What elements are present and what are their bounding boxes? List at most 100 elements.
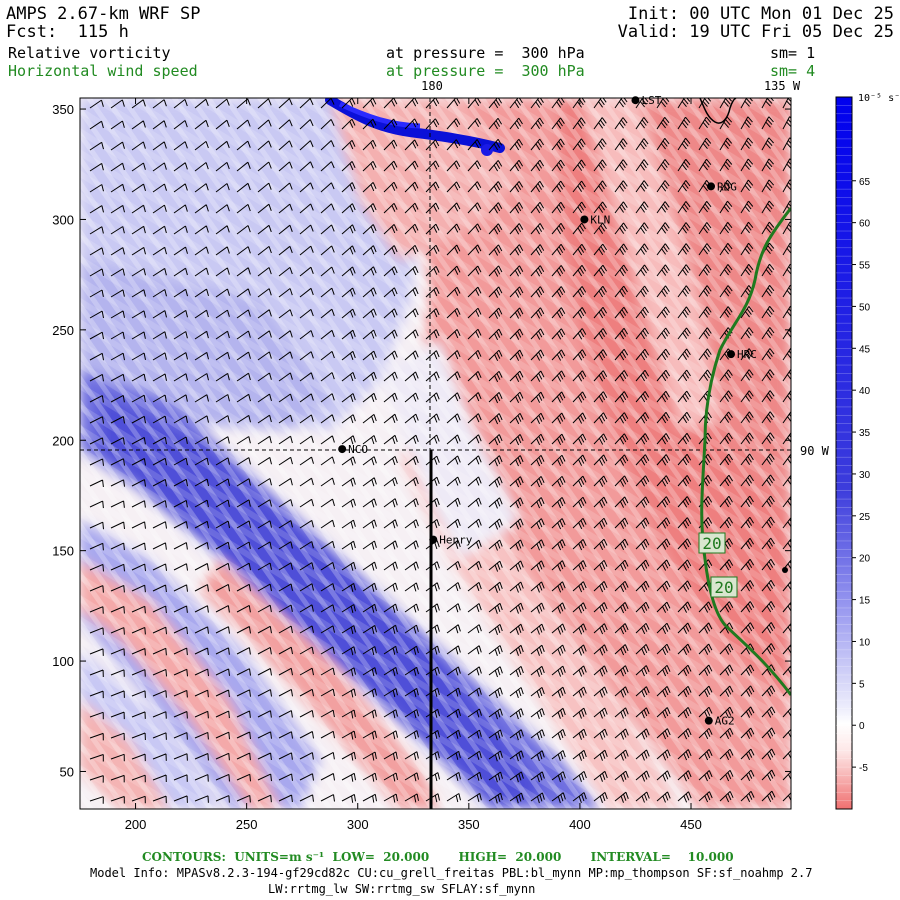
wind-barb: [719, 200, 733, 214]
wind-barb: [698, 348, 712, 361]
wind-barb: [362, 392, 377, 403]
wind-barb: [509, 117, 523, 130]
wind-barb: [656, 116, 670, 130]
wind-barb: [194, 98, 209, 109]
wind-barb: [257, 583, 272, 592]
wind-barb: [131, 542, 146, 551]
wind-barb: [488, 244, 503, 256]
wind-barb: [656, 475, 671, 487]
wind-barb: [236, 689, 251, 697]
wind-barb: [383, 308, 398, 319]
wind-barb: [656, 517, 671, 529]
wind-barb: [152, 162, 167, 172]
wind-barb: [152, 289, 167, 298]
wind-barb: [131, 648, 146, 656]
wind-barb: [446, 455, 461, 466]
wind-barb: [131, 626, 146, 635]
wind-barb: [194, 753, 209, 761]
wind-barb: [278, 562, 293, 571]
wind-barb: [383, 118, 398, 130]
wind-barb: [194, 225, 209, 235]
wind-barb: [110, 563, 125, 572]
wind-barb: [194, 330, 209, 340]
wind-barb: [446, 139, 461, 151]
wind-barb: [299, 752, 314, 760]
wind-barb: [341, 414, 356, 424]
wind-barb: [677, 707, 692, 719]
wind-barb: [719, 643, 734, 655]
wind-barb: [362, 561, 377, 571]
wind-barb: [173, 436, 188, 445]
wind-barb: [698, 770, 713, 782]
wind-barb: [152, 331, 167, 340]
wind-barb: [173, 647, 188, 656]
wind-barb: [383, 793, 398, 803]
wind-barb: [383, 224, 398, 235]
wind-barb: [110, 796, 125, 804]
wind-barb: [782, 580, 791, 592]
wind-barb: [110, 458, 125, 466]
wind-barb: [257, 499, 272, 508]
wind-barb: [383, 751, 398, 761]
wind-barb: [740, 790, 755, 803]
wind-barb: [614, 159, 628, 172]
wind-barb: [572, 749, 587, 761]
wind-barb: [173, 457, 188, 466]
wind-barb: [719, 706, 734, 718]
wind-barb: [782, 369, 791, 382]
wind-barb: [299, 309, 314, 319]
field1-level: at pressure = 300 hPa: [386, 44, 585, 62]
wind-barb: [614, 327, 629, 340]
wind-barb: [446, 793, 461, 803]
wind-barb: [509, 391, 524, 404]
wind-barb: [173, 478, 188, 487]
wind-barb: [236, 562, 251, 571]
wind-barb: [698, 369, 712, 382]
wind-barb: [656, 664, 671, 677]
wind-barb: [509, 138, 524, 151]
wind-barb: [509, 159, 524, 172]
wind-barb: [236, 647, 251, 655]
model-info-line2: LW:rrtmg_lw SW:rrtmg_sw SFLAY:sf_mynn: [268, 882, 536, 896]
wind-barb: [278, 161, 293, 172]
wind-barb: [551, 138, 565, 151]
wind-barb: [509, 181, 524, 193]
wind-barb: [110, 690, 125, 698]
wind-barb: [173, 415, 188, 424]
wind-barb: [278, 794, 293, 803]
wind-barb: [551, 349, 566, 361]
wind-barb: [89, 627, 104, 635]
wind-barb: [236, 161, 251, 172]
wind-barb: [236, 351, 251, 361]
wind-barb: [614, 602, 629, 614]
wind-barb: [509, 98, 523, 109]
wind-barb: [782, 559, 791, 571]
wind-barb: [383, 392, 398, 403]
wind-barb: [740, 516, 755, 529]
wind-barb: [782, 601, 791, 613]
wind-barb: [593, 644, 608, 656]
wind-barb: [89, 796, 104, 804]
wind-barbs: [89, 98, 791, 804]
wind-barb: [89, 563, 104, 572]
wind-barb: [404, 772, 419, 782]
wind-barb: [614, 475, 629, 487]
wind-barb: [740, 601, 755, 613]
station-markers: NCO Henry KLN RDG HRC AG2 LST: [338, 94, 757, 728]
wind-barb: [320, 477, 335, 487]
wind-barb: [698, 432, 712, 445]
wind-barb: [362, 118, 377, 130]
wind-barb: [572, 686, 587, 698]
wind-barb: [173, 309, 188, 319]
wind-barb: [89, 458, 104, 466]
wind-barb: [383, 477, 398, 487]
wind-barb: [572, 475, 587, 488]
wind-barb: [635, 369, 650, 382]
wind-barb: [719, 622, 734, 634]
wind-barb: [656, 285, 670, 298]
wind-barb: [320, 287, 335, 298]
wind-barb: [761, 516, 775, 529]
wind-barb: [635, 665, 650, 677]
wind-barb: [320, 308, 335, 319]
wind-barb: [383, 709, 398, 719]
